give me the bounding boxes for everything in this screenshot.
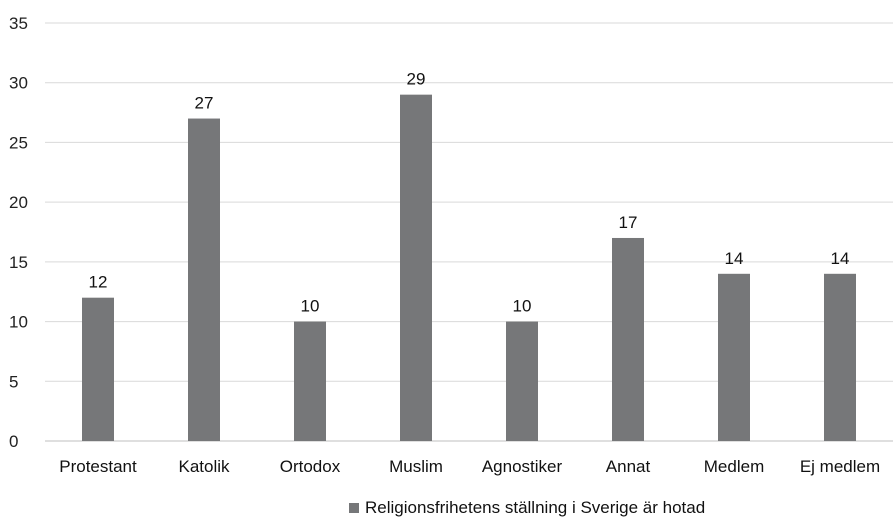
x-tick-label: Ortodox — [280, 457, 341, 476]
legend-label: Religionsfrihetens ställning i Sverige ä… — [365, 498, 705, 517]
y-tick-label: 30 — [9, 74, 28, 93]
bar-agnostiker — [506, 321, 538, 441]
y-tick-label: 5 — [9, 372, 18, 391]
data-labels: 12 27 10 29 10 17 14 14 — [89, 70, 850, 316]
data-label: 14 — [831, 249, 850, 268]
data-label: 17 — [619, 213, 638, 232]
y-tick-label: 10 — [9, 313, 28, 332]
data-label: 12 — [89, 273, 108, 292]
data-label: 10 — [301, 297, 320, 316]
legend-swatch — [349, 503, 359, 513]
bar-katolik — [188, 118, 220, 442]
x-tick-label: Medlem — [704, 457, 764, 476]
y-tick-label: 25 — [9, 133, 28, 152]
x-tick-label: Annat — [606, 457, 651, 476]
gridlines — [45, 22, 893, 442]
y-axis-ticks: 0 5 10 15 20 25 30 35 — [9, 14, 28, 451]
bar-protestant — [82, 297, 114, 441]
data-label: 10 — [513, 297, 532, 316]
y-tick-label: 15 — [9, 253, 28, 272]
data-label: 27 — [195, 94, 214, 113]
x-tick-label: Katolik — [178, 457, 230, 476]
y-tick-label: 35 — [9, 14, 28, 33]
bar-muslim — [400, 94, 432, 442]
y-tick-label: 20 — [9, 193, 28, 212]
x-tick-label: Muslim — [389, 457, 443, 476]
bars — [82, 94, 856, 442]
x-axis-labels: Protestant Katolik Ortodox Muslim Agnostiker… — [59, 457, 880, 476]
data-label: 29 — [407, 70, 426, 89]
bar-ej-medlem — [824, 273, 856, 441]
x-tick-label: Protestant — [59, 457, 137, 476]
data-label: 14 — [725, 249, 744, 268]
x-tick-label: Agnostiker — [482, 457, 563, 476]
bar-annat — [612, 237, 644, 441]
bar-ortodox — [294, 321, 326, 441]
legend: Religionsfrihetens ställning i Sverige ä… — [349, 498, 705, 517]
x-tick-label: Ej medlem — [800, 457, 880, 476]
y-tick-label: 0 — [9, 432, 18, 451]
bar-medlem — [718, 273, 750, 441]
